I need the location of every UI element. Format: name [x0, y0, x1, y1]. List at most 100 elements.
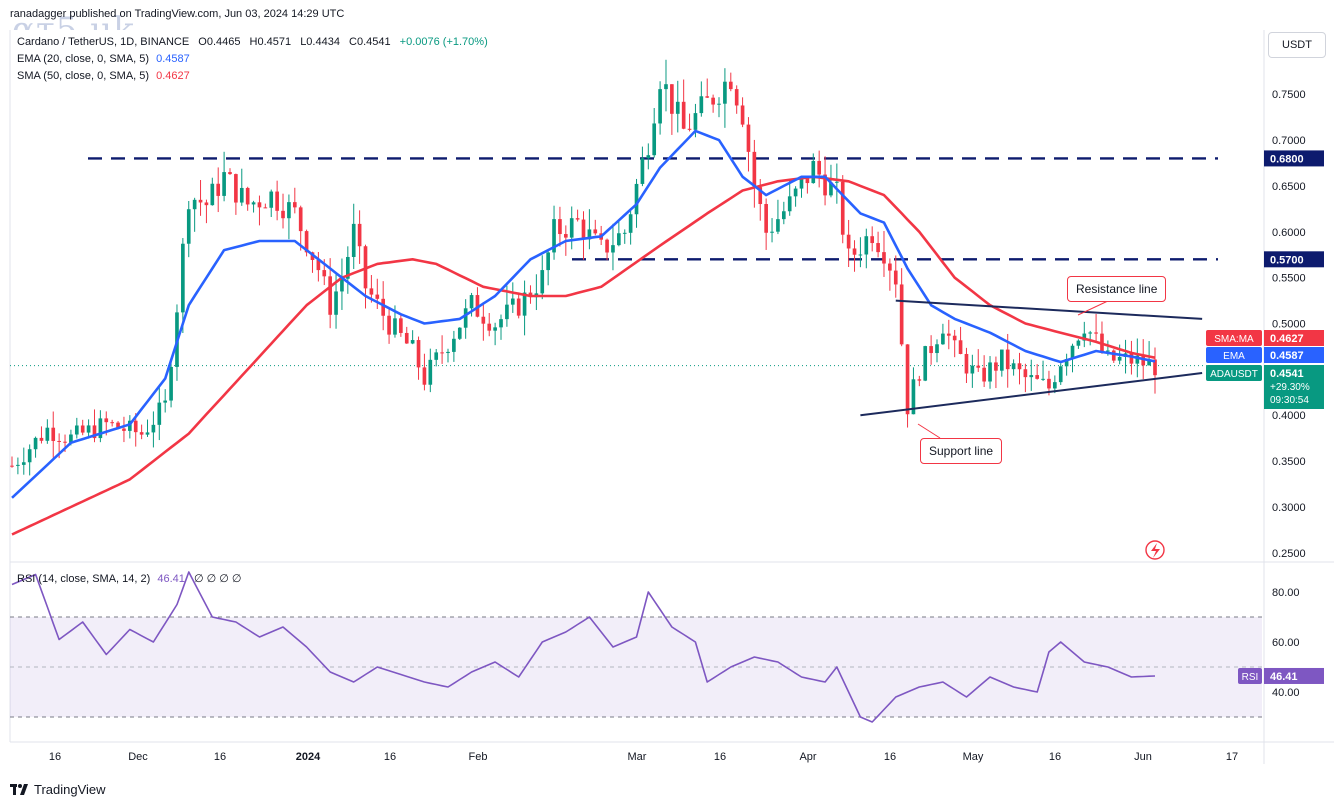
time-tick-label: 16 [714, 751, 726, 763]
price-tick-label: 0.4000 [1272, 410, 1306, 422]
candle-body [328, 276, 332, 315]
candle-body [622, 232, 627, 234]
price-tick-label: 0.5500 [1272, 273, 1306, 285]
sma-legend[interactable]: SMA (50, close, 0, SMA, 5) 0.4627 [17, 70, 190, 82]
currency-button[interactable]: USDT [1268, 32, 1326, 58]
candle-body [316, 259, 321, 271]
ema-legend[interactable]: EMA (20, close, 0, SMA, 5) 0.4587 [17, 53, 190, 65]
rsi-legend-extra: ∅ ∅ ∅ ∅ [193, 573, 242, 585]
ohlc-close: C0.4541 [349, 36, 391, 48]
candle-body [917, 379, 922, 381]
candle-body [1005, 349, 1010, 370]
candle-body [1153, 359, 1157, 376]
candle-body [734, 89, 739, 106]
time-tick-label: 17 [1226, 751, 1238, 763]
candle-body [717, 103, 721, 105]
price-tick-label: 0.6000 [1272, 227, 1306, 239]
level-tag-label: 0.6800 [1270, 153, 1304, 165]
alert-flash-glyph [1151, 543, 1160, 558]
candle-body [870, 236, 875, 244]
candle-body [888, 263, 892, 271]
price-tick-label: 0.6500 [1272, 181, 1306, 193]
candle-body [86, 425, 91, 433]
candle-body [1100, 333, 1104, 352]
candle-body [281, 210, 285, 219]
support-trendline [860, 372, 1203, 417]
resistance-callout: Resistance line [1067, 276, 1167, 302]
ema-tag-label: EMA [1223, 351, 1245, 362]
symbol-name[interactable]: Cardano / TetherUS, 1D, BINANCE [17, 36, 190, 48]
candle-body [198, 199, 203, 203]
candle-body [422, 367, 427, 385]
candle-body [740, 105, 745, 125]
candle-body [617, 233, 621, 246]
rsi-value-bg [1264, 667, 1324, 684]
candle-body [935, 344, 939, 354]
candle-body [133, 420, 138, 433]
candle-body [1029, 375, 1034, 378]
candle-body [652, 123, 657, 156]
candle-body [746, 124, 751, 152]
time-tick-label: 16 [384, 751, 396, 763]
candle-body [10, 465, 14, 467]
candle-body [770, 231, 774, 233]
publisher-line: ranadagger published on TradingView.com,… [10, 8, 345, 20]
tradingview-logo[interactable]: TradingView [10, 782, 106, 797]
candle-body [563, 234, 568, 238]
rsi-tick-label: 60.00 [1272, 637, 1300, 649]
candle-body [116, 422, 120, 429]
candle-body [640, 158, 645, 184]
candle-body [658, 89, 662, 124]
candle-body [1076, 340, 1081, 346]
candle-body [634, 183, 639, 215]
time-tick-label: Apr [799, 751, 816, 763]
candle-body [705, 96, 710, 98]
candle-body [1106, 350, 1110, 352]
candle-body [322, 270, 327, 277]
last-price-bg [1264, 365, 1324, 409]
candle-body [340, 278, 344, 292]
candle-body [351, 223, 356, 257]
candle-body [1064, 358, 1069, 367]
candle-body [27, 449, 32, 463]
candle-body [357, 223, 362, 247]
candle-body [587, 229, 592, 240]
candle-body [1035, 375, 1039, 379]
support-callout-pointer [917, 423, 941, 439]
candle-body [57, 440, 61, 442]
candle-body [234, 174, 238, 203]
candle-body [1041, 378, 1045, 380]
last-price-change: +29.30% [1270, 382, 1310, 393]
candle-body [1070, 345, 1075, 359]
ohlc-low: L0.4434 [300, 36, 340, 48]
resistance-callout-pointer [1077, 299, 1111, 316]
level-tag-label: 0.5700 [1270, 254, 1304, 266]
candle-body [1094, 332, 1098, 334]
candle-body [181, 243, 185, 313]
candle-body [1135, 355, 1140, 364]
ohlc-open: O0.4465 [198, 36, 241, 48]
candle-body [764, 204, 768, 233]
level-tag-bg [1264, 251, 1324, 268]
candle-body [693, 113, 698, 130]
rsi-legend[interactable]: RSI (14, close, SMA, 14, 2) 46.41 ∅ ∅ ∅ … [17, 572, 241, 585]
ohlc-change: +0.0076 (+1.70%) [399, 36, 488, 48]
ema-tag-bg [1206, 347, 1262, 363]
candle-body [452, 338, 456, 352]
price-tick-label: 0.3000 [1272, 502, 1306, 514]
candle-body [999, 349, 1004, 371]
candle-body [98, 418, 103, 439]
rsi-legend-label: RSI (14, close, SMA, 14, 2) [17, 573, 151, 585]
candle-body [840, 181, 845, 235]
candle-body [516, 298, 521, 316]
candle-body [510, 298, 515, 305]
bar-countdown: 09:30:54 [1270, 395, 1309, 406]
candle-body [988, 362, 992, 382]
candle-body [228, 172, 232, 175]
time-tick-label: 16 [49, 751, 61, 763]
candle-body [251, 202, 256, 205]
candle-body [1058, 366, 1063, 383]
candle-body [381, 298, 386, 316]
candle-body [522, 292, 527, 316]
